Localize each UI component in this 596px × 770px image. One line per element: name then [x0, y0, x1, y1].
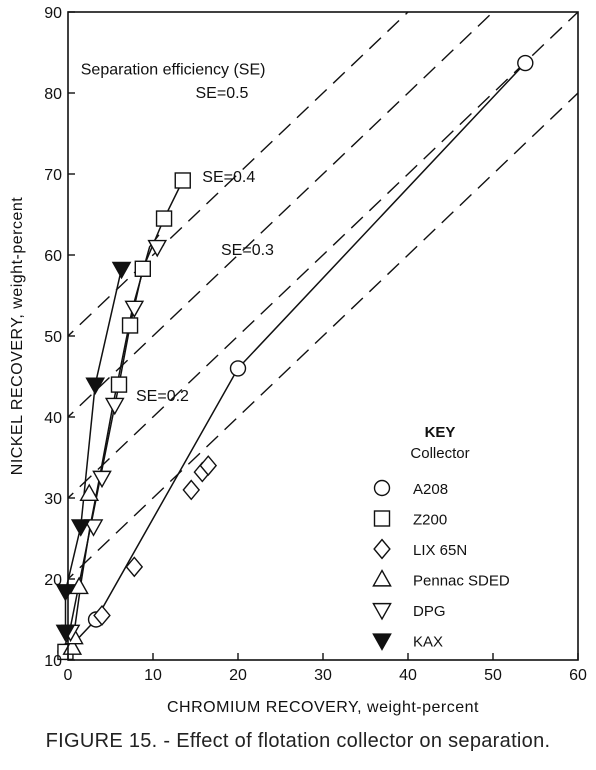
legend-label-kax: KAX: [413, 634, 443, 651]
figure-caption: FIGURE 15. - Effect of flotation collect…: [45, 730, 551, 752]
y-tick-label-20: 20: [44, 572, 62, 589]
data-markers: [55, 54, 534, 661]
marker-kax-2: [70, 519, 91, 537]
annotations: SE=0.5 SE=0.4 SE=0.3 SE=0.2 Separation effic…: [81, 61, 274, 404]
legend-subtitle: Collector: [410, 445, 469, 462]
legend-marker-lix-65n: [373, 538, 391, 560]
marker-dpg-3: [104, 397, 125, 416]
reference-line-se-0-4: [68, 12, 495, 418]
marker-z200-3: [134, 260, 152, 277]
marker-pennac-sded-2: [69, 576, 89, 595]
reference-line-se-0-5: [68, 12, 410, 337]
marker-dpg-2: [92, 470, 112, 489]
marker-kax-1: [55, 584, 76, 602]
marker-a208-2: [229, 360, 247, 377]
legend-marker-z200: [373, 510, 391, 527]
legend-marker-dpg: [372, 602, 392, 621]
x-tick-label-30: 30: [314, 667, 332, 684]
legend-marker-kax: [372, 633, 392, 651]
x-tick-label-0: 0: [64, 667, 73, 684]
y-tick-label-30: 30: [44, 491, 62, 508]
marker-z200-1: [110, 376, 128, 393]
marker-dpg-1: [83, 519, 104, 537]
y-tick-label-50: 50: [44, 329, 62, 346]
x-tick-label-20: 20: [229, 667, 247, 684]
marker-kax-3: [85, 377, 106, 396]
x-axis-title: CHROMIUM RECOVERY, weight-percent: [167, 699, 479, 716]
marker-dpg-5: [147, 239, 168, 258]
reference-label-se-0-4: SE=0.4: [202, 169, 255, 186]
marker-z200-4: [155, 210, 173, 227]
marker-z200-5: [174, 172, 191, 189]
reference-line-se-0-2: [68, 92, 578, 580]
y-tick-label-60: 60: [44, 248, 62, 265]
y-axis-title: NICKEL RECOVERY, weight-percent: [9, 197, 26, 475]
series-line-a208: [64, 62, 526, 653]
legend-label-pennac-sded: Pennac SDED: [413, 573, 510, 590]
marker-lix-65n-4: [199, 455, 218, 477]
legend-marker-pennac-sded: [372, 569, 392, 587]
y-tick-label-40: 40: [44, 410, 62, 427]
y-tick-label-80: 80: [44, 86, 62, 103]
legend-label-dpg: DPG: [413, 603, 446, 620]
marker-a208-3: [517, 54, 534, 72]
legend-label-lix-65n: LIX 65N: [413, 542, 467, 559]
reference-label-se-0-3: SE=0.3: [221, 242, 274, 259]
reference-lines: [68, 12, 578, 580]
series-line-z200: [64, 180, 184, 653]
marker-lix-65n-1: [125, 556, 144, 578]
x-tick-label-60: 60: [569, 667, 587, 684]
legend: KEY Collector A208 Z200 LIX 65N Pennac SDED DP…: [372, 424, 510, 651]
series-line-kax: [64, 268, 123, 632]
separation-efficiency-title: Separation efficiency (SE): [81, 61, 266, 78]
legend-label-a208: A208: [413, 481, 448, 498]
legend-title: KEY: [425, 424, 456, 441]
marker-pennac-sded-3: [79, 483, 100, 502]
marker-lix-65n-0: [93, 604, 111, 626]
legend-label-z200: Z200: [413, 512, 447, 529]
marker-lix-65n-2: [182, 479, 201, 501]
marker-dpg-4: [124, 300, 145, 319]
y-tick-label-90: 90: [44, 5, 62, 22]
x-tick-label-10: 10: [144, 667, 162, 684]
marker-z200-2: [121, 317, 139, 334]
x-tick-label-40: 40: [399, 667, 417, 684]
marker-kax-0: [55, 624, 76, 643]
x-tick-label-50: 50: [484, 667, 502, 684]
reference-line-se-0-3: [68, 12, 578, 499]
reference-label-se-0-2: SE=0.2: [136, 388, 189, 405]
y-tick-label-10: 10: [44, 653, 62, 670]
y-tick-label-70: 70: [44, 167, 62, 184]
marker-kax-4: [111, 261, 132, 280]
reference-label-se-0-5: SE=0.5: [196, 85, 249, 102]
legend-marker-a208: [373, 479, 391, 497]
